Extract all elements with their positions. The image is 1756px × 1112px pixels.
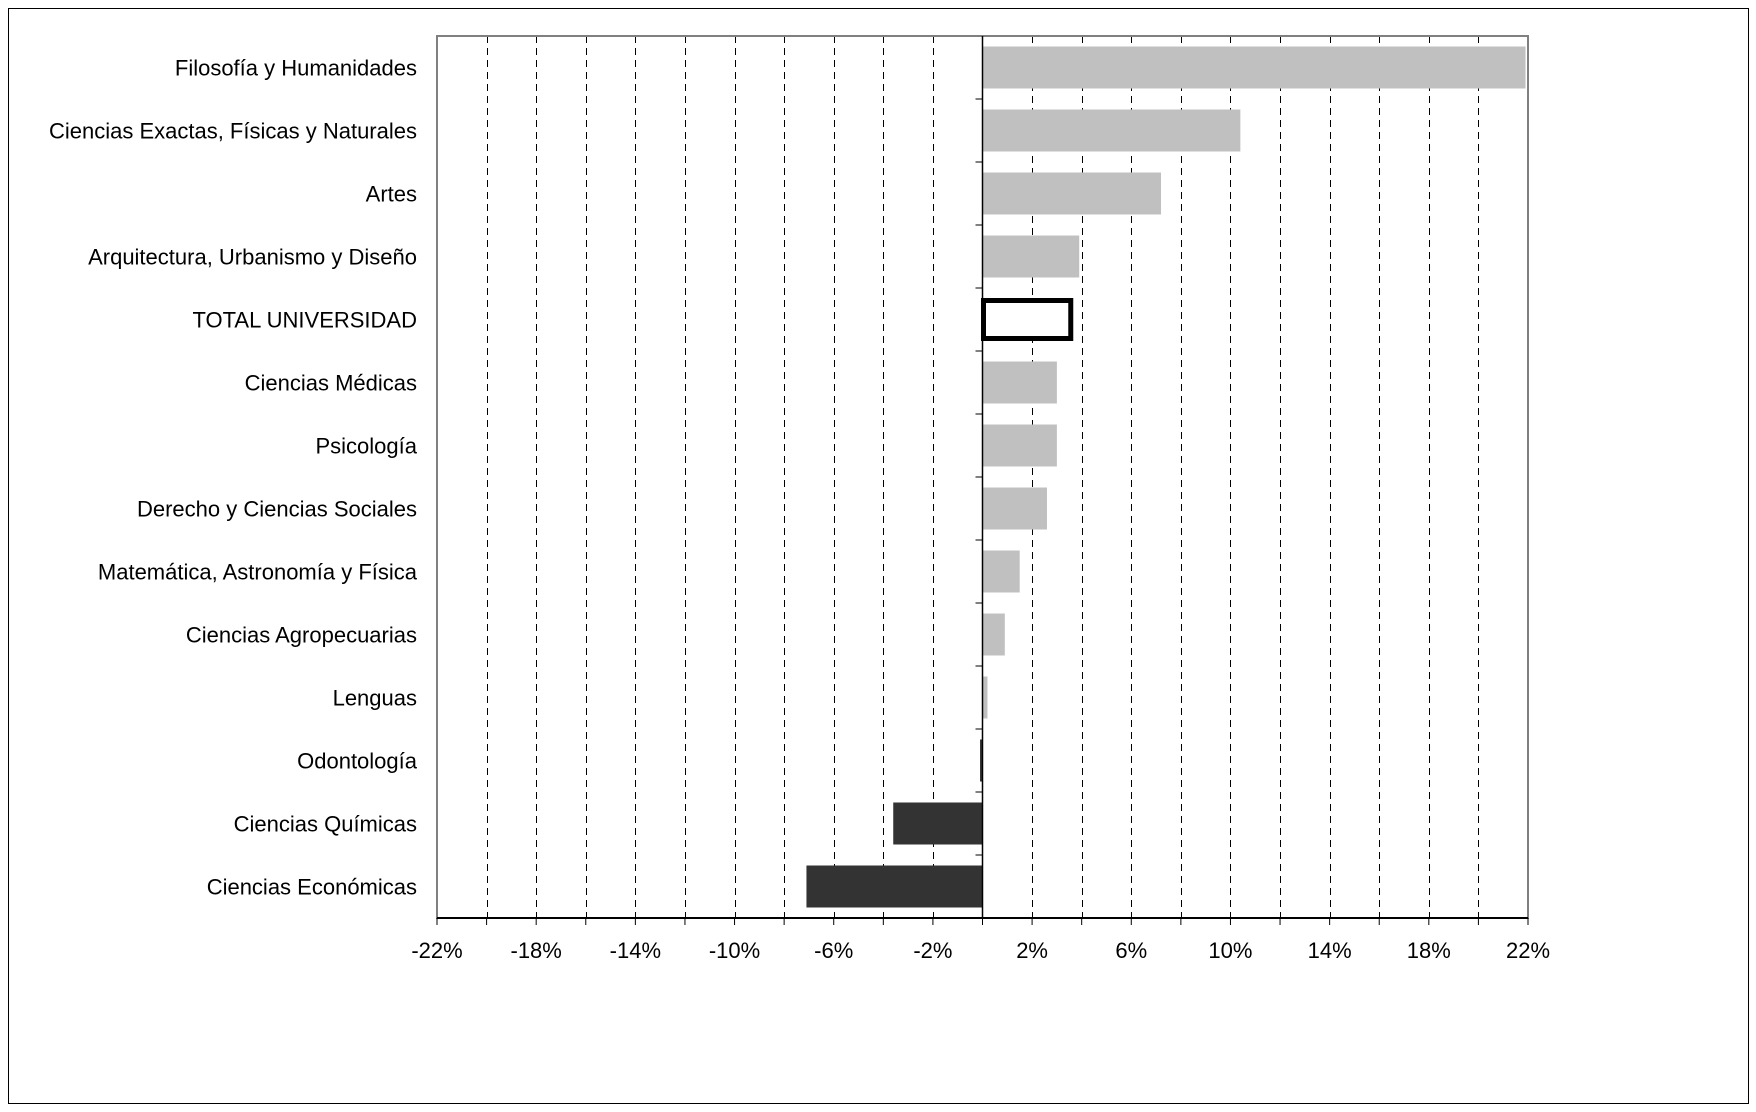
x-tick-label: -2% <box>913 938 952 963</box>
x-tick-labels: -22% -18% -14% -10% -6% -2% 2% 6% 10% 14% 18% 22% <box>411 938 1550 963</box>
bar <box>982 361 1057 404</box>
x-tick-label: 18% <box>1407 938 1451 963</box>
x-tick-label: -18% <box>511 938 562 963</box>
bar <box>982 550 1020 593</box>
x-tick-label: -10% <box>709 938 760 963</box>
category-label: TOTAL UNIVERSIDAD <box>192 308 417 333</box>
bar <box>980 739 983 782</box>
bar-chart: Filosofía y Humanidades Ciencias Exactas,… <box>49 35 1550 963</box>
x-tick-label: -6% <box>814 938 853 963</box>
category-label: Artes <box>366 182 417 207</box>
axes <box>436 35 1529 925</box>
category-label: Ciencias Químicas <box>234 812 417 837</box>
x-tick-label: -22% <box>411 938 462 963</box>
bar <box>982 676 988 719</box>
x-tick-label: -14% <box>610 938 661 963</box>
category-label: Derecho y Ciencias Sociales <box>137 497 417 522</box>
bar <box>982 487 1047 530</box>
x-tick-label: 10% <box>1208 938 1252 963</box>
x-tick-label: 2% <box>1016 938 1048 963</box>
bar <box>982 424 1057 467</box>
category-label: Filosofía y Humanidades <box>175 56 417 81</box>
category-label: Odontología <box>297 749 418 774</box>
bar <box>982 109 1241 152</box>
bar-total-universidad <box>981 298 1074 341</box>
bars <box>806 46 1526 908</box>
category-label: Lenguas <box>333 686 417 711</box>
category-label: Ciencias Médicas <box>245 371 417 396</box>
category-label: Ciencias Agropecuarias <box>186 623 417 648</box>
category-label: Ciencias Económicas <box>207 875 417 900</box>
category-label: Psicología <box>315 434 417 459</box>
bar <box>982 46 1526 89</box>
bar <box>893 802 983 845</box>
x-tick-label: 22% <box>1506 938 1550 963</box>
bar <box>982 235 1080 278</box>
bar <box>982 172 1162 215</box>
grid-lines <box>487 36 1479 918</box>
bar <box>982 613 1005 656</box>
category-label: Arquitectura, Urbanismo y Diseño <box>88 245 417 270</box>
x-tick-label: 14% <box>1308 938 1352 963</box>
category-labels: Filosofía y Humanidades Ciencias Exactas,… <box>49 56 418 900</box>
chart-frame: Filosofía y Humanidades Ciencias Exactas,… <box>8 8 1749 1104</box>
x-tick-label: 6% <box>1115 938 1147 963</box>
category-label: Matemática, Astronomía y Física <box>98 560 418 585</box>
bar <box>806 865 983 908</box>
category-label: Ciencias Exactas, Físicas y Naturales <box>49 119 417 144</box>
